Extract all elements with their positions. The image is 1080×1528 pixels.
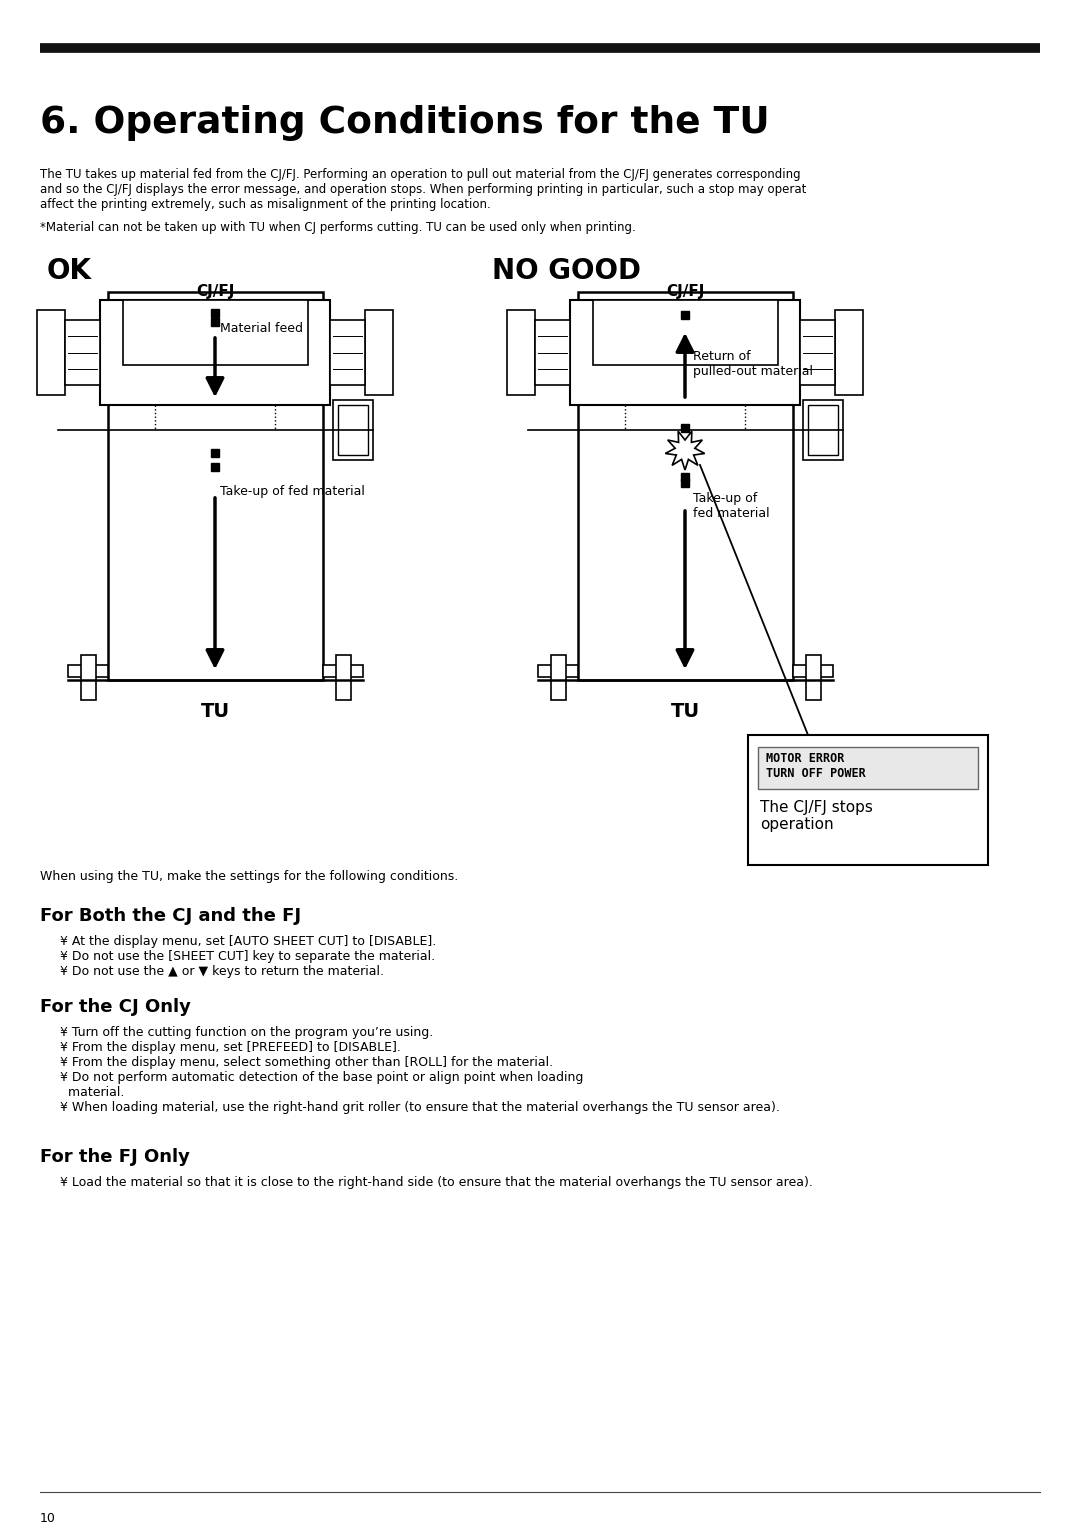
Bar [748, 735, 988, 865]
Text: Take-up of
fed material: Take-up of fed material [693, 492, 770, 520]
Text: ¥ Turn off the cutting function on the program you’re using.: ¥ Turn off the cutting function on the p… [60, 1025, 433, 1039]
Bar [333, 400, 373, 460]
Text: 6. Operating Conditions for the TU: 6. Operating Conditions for the TU [40, 105, 770, 141]
Text: CJ/FJ: CJ/FJ [665, 284, 704, 299]
Bar [65, 319, 100, 385]
Text: ¥ From the display menu, set [PREFEED] to [DISABLE].: ¥ From the display menu, set [PREFEED] t… [60, 1041, 401, 1054]
Bar [123, 299, 308, 365]
Bar [793, 665, 833, 677]
Bar [365, 310, 393, 396]
Text: ¥ When loading material, use the right-hand grit roller (to ensure that the mate: ¥ When loading material, use the right-h… [60, 1102, 780, 1114]
Bar [535, 319, 570, 385]
Text: When using the TU, make the settings for the following conditions.: When using the TU, make the settings for… [40, 869, 458, 883]
Bar [578, 292, 793, 680]
Text: 10: 10 [40, 1513, 56, 1525]
Text: ¥ Load the material so that it is close to the right-hand side (to ensure that t: ¥ Load the material so that it is close … [60, 1177, 813, 1189]
Bar [593, 299, 778, 365]
Polygon shape [665, 431, 704, 471]
Text: Take-up of fed material: Take-up of fed material [220, 484, 365, 498]
Bar [808, 405, 838, 455]
Text: The CJ/FJ stops
operation: The CJ/FJ stops operation [760, 801, 873, 833]
Bar [835, 310, 863, 396]
Text: affect the printing extremely, such as misalignment of the printing location.: affect the printing extremely, such as m… [40, 199, 490, 211]
Text: TU: TU [671, 701, 700, 721]
Text: For the CJ Only: For the CJ Only [40, 998, 191, 1016]
Text: Material feed: Material feed [220, 322, 303, 335]
Text: CJ/FJ: CJ/FJ [195, 284, 234, 299]
Bar [758, 747, 978, 788]
Text: and so the CJ/FJ displays the error message, and operation stops. When performin: and so the CJ/FJ displays the error mess… [40, 183, 807, 196]
Text: For Both the CJ and the FJ: For Both the CJ and the FJ [40, 908, 301, 924]
Text: ¥ From the display menu, select something other than [ROLL] for the material.: ¥ From the display menu, select somethin… [60, 1056, 553, 1070]
Bar [323, 665, 363, 677]
Text: ¥ Do not perform automatic detection of the base point or align point when loadi: ¥ Do not perform automatic detection of … [60, 1071, 583, 1083]
Bar [538, 665, 578, 677]
Text: OK: OK [48, 257, 92, 286]
Text: ¥ Do not use the ▲ or ▼ keys to return the material.: ¥ Do not use the ▲ or ▼ keys to return t… [60, 966, 384, 978]
Bar [81, 656, 96, 700]
Text: *Material can not be taken up with TU when CJ performs cutting. TU can be used o: *Material can not be taken up with TU wh… [40, 222, 636, 234]
Bar [570, 299, 800, 405]
Text: ¥ Do not use the [SHEET CUT] key to separate the material.: ¥ Do not use the [SHEET CUT] key to sepa… [60, 950, 435, 963]
Bar [551, 656, 566, 700]
Text: NO GOOD: NO GOOD [492, 257, 642, 286]
Bar [806, 656, 821, 700]
Text: The TU takes up material fed from the CJ/FJ. Performing an operation to pull out: The TU takes up material fed from the CJ… [40, 168, 800, 180]
Bar [330, 319, 365, 385]
Text: For the FJ Only: For the FJ Only [40, 1148, 190, 1166]
Text: TU: TU [201, 701, 230, 721]
Bar [100, 299, 330, 405]
Bar [800, 319, 835, 385]
Text: MOTOR ERROR: MOTOR ERROR [766, 752, 845, 766]
Bar [336, 656, 351, 700]
Bar [37, 310, 65, 396]
Bar [108, 292, 323, 680]
Text: material.: material. [60, 1086, 124, 1099]
Bar [338, 405, 368, 455]
Bar [804, 400, 843, 460]
Bar [507, 310, 535, 396]
Bar [68, 665, 108, 677]
Text: ¥ At the display menu, set [AUTO SHEET CUT] to [DISABLE].: ¥ At the display menu, set [AUTO SHEET C… [60, 935, 436, 947]
Text: Return of
pulled-out material: Return of pulled-out material [693, 350, 813, 377]
Text: TURN OFF POWER: TURN OFF POWER [766, 767, 866, 779]
